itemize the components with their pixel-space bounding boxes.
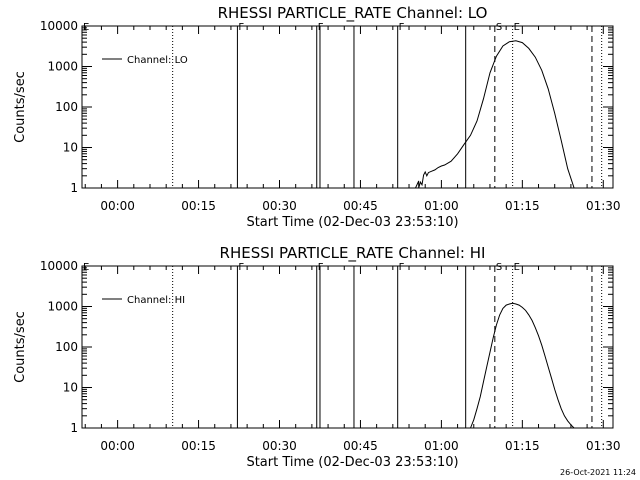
series-line — [470, 302, 575, 429]
flag-label: E — [83, 262, 89, 273]
y-tick-label: 10 — [63, 381, 78, 395]
x-tick-label: 01:00 — [424, 199, 459, 213]
x-tick-label: 01:30 — [586, 199, 621, 213]
flag-label: F — [318, 262, 324, 273]
legend-entry: Channel: LO — [127, 55, 188, 66]
footer-timestamp: 26-Oct-2021 11:24 — [560, 468, 636, 477]
y-tick-label: 10000 — [40, 19, 78, 33]
flag-label: S — [496, 262, 502, 273]
legend: Channel: HI — [102, 295, 185, 306]
x-tick-label: 00:00 — [100, 199, 135, 213]
chart-title: RHESSI PARTICLE_RATE Channel: LO — [218, 4, 488, 23]
y-tick-label: 1000 — [47, 60, 78, 74]
flag-label: S — [496, 22, 502, 33]
flag-label: F — [318, 22, 324, 33]
series-line — [415, 40, 575, 189]
y-axis-label: Counts/sec — [13, 311, 28, 383]
flag-label: F — [238, 22, 244, 33]
y-tick-label: 10000 — [40, 259, 78, 273]
y-tick-label: 100 — [55, 340, 78, 354]
chart-title: RHESSI PARTICLE_RATE Channel: HI — [220, 244, 486, 263]
y-tick-label: 10 — [63, 141, 78, 155]
y-tick-label: 100 — [55, 100, 78, 114]
y-tick-label: 1000 — [47, 300, 78, 314]
flag-label: F — [399, 22, 405, 33]
plot-frame — [81, 25, 614, 189]
legend-entry: Channel: HI — [127, 295, 185, 306]
y-axis-label: Counts/sec — [13, 71, 28, 143]
x-tick-label: 01:15 — [505, 199, 540, 213]
flag-label: E — [83, 22, 89, 33]
x-tick-label: 00:45 — [343, 439, 378, 453]
x-tick-label: 00:00 — [100, 439, 135, 453]
plot-frame — [81, 265, 614, 429]
x-tick-label: 01:30 — [586, 439, 621, 453]
x-tick-label: 00:15 — [181, 439, 216, 453]
x-axis-label: Start Time (02-Dec-03 23:53:10) — [246, 215, 458, 230]
x-axis-label: Start Time (02-Dec-03 23:53:10) — [246, 455, 458, 470]
y-tick-label: 1 — [70, 181, 78, 195]
x-tick-label: 00:45 — [343, 199, 378, 213]
x-tick-label: 00:30 — [262, 199, 297, 213]
flag-label: E — [514, 262, 520, 273]
legend: Channel: LO — [102, 55, 188, 66]
x-tick-label: 00:30 — [262, 439, 297, 453]
flag-label: F — [399, 262, 405, 273]
y-tick-label: 1 — [70, 421, 78, 435]
x-tick-label: 00:15 — [181, 199, 216, 213]
x-tick-label: 01:15 — [505, 439, 540, 453]
flag-label: F — [238, 262, 244, 273]
chart-panel-lo: RHESSI PARTICLE_RATE Channel: LO 00:00 00:… — [13, 4, 621, 230]
x-tick-label: 01:00 — [424, 439, 459, 453]
chart-panel-hi: RHESSI PARTICLE_RATE Channel: HI 00:00 00:… — [13, 244, 621, 470]
flag-label: E — [514, 22, 520, 33]
